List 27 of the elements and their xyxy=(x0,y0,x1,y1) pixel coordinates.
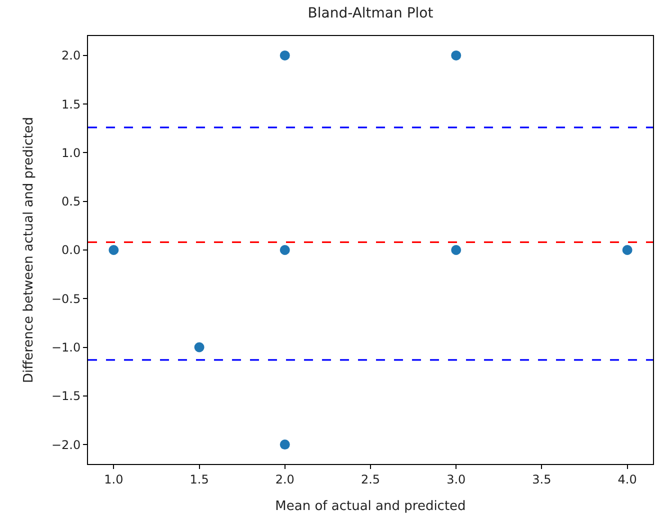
y-axis-title: Difference between actual and predicted xyxy=(21,117,36,383)
y-tick-label: −1.0 xyxy=(51,340,81,354)
point xyxy=(280,50,290,60)
point xyxy=(451,245,462,255)
point xyxy=(622,245,632,255)
x-axis-title: Mean of actual and predicted xyxy=(275,499,466,514)
point xyxy=(451,50,462,60)
x-tick-label: 2.5 xyxy=(360,472,380,486)
x-tick-label: 1.5 xyxy=(190,472,209,486)
y-tick-label: 0.5 xyxy=(62,194,81,209)
point xyxy=(280,245,290,255)
x-tick-label: 2.0 xyxy=(275,472,294,486)
x-tick-label: 3.5 xyxy=(532,472,552,486)
y-tick-label: −0.5 xyxy=(51,292,81,306)
y-tick-label: 1.5 xyxy=(62,97,81,112)
y-tick-label: −1.5 xyxy=(51,389,81,404)
chart-title: Bland-Altman Plot xyxy=(308,6,434,22)
y-tick-label: 1.0 xyxy=(62,146,81,160)
y-tick-label: 2.0 xyxy=(62,48,81,63)
x-tick-label: 3.0 xyxy=(446,472,466,486)
y-tick-label: −2.0 xyxy=(51,438,81,452)
y-tick-label: 0.0 xyxy=(62,243,81,258)
x-tick-label: 4.0 xyxy=(618,472,637,486)
x-tick-label: 1.0 xyxy=(104,472,124,486)
point xyxy=(108,245,119,255)
point xyxy=(280,440,290,450)
point xyxy=(194,342,204,352)
